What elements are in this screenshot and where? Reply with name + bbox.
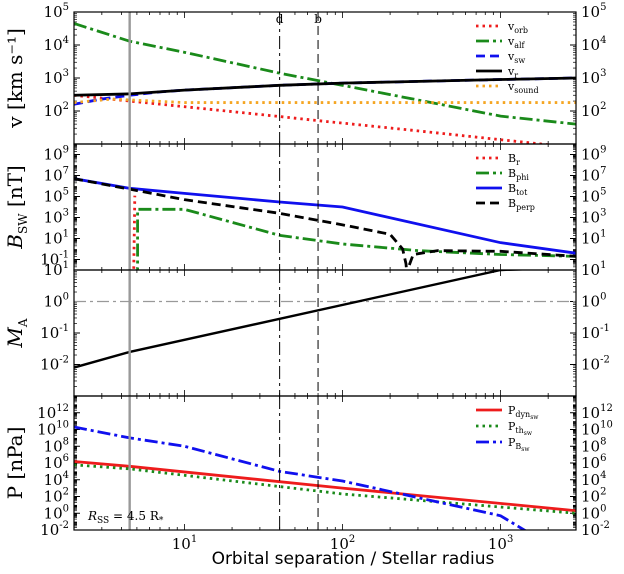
y-tick-label-right: 10-1 bbox=[581, 323, 610, 342]
y-tick-label: 1010 bbox=[37, 420, 69, 439]
series-P-th-sw bbox=[74, 463, 576, 515]
y-tick-label: 103 bbox=[44, 68, 69, 87]
y-tick-label-right: 103 bbox=[581, 208, 606, 227]
y-tick-label-right: 109 bbox=[581, 145, 606, 164]
panel-velocity: 102 103 104 105 102 103 104 105 v [km s⁻¹] vorbva… bbox=[3, 2, 606, 145]
x-axis-label: Orbital separation / Stellar radius bbox=[212, 549, 495, 569]
y-tick-label: 106 bbox=[44, 453, 69, 472]
y-tick-label: 109 bbox=[44, 145, 69, 164]
legend-label: Br bbox=[508, 152, 520, 167]
y-tick-label-right: 104 bbox=[581, 470, 606, 489]
legend-label: PBsw bbox=[508, 436, 530, 453]
series-P-dyn-sw bbox=[74, 460, 576, 513]
y-tick-label: 1012 bbox=[37, 403, 69, 422]
y-tick-label: 107 bbox=[44, 166, 69, 185]
x-tick-label: 103 bbox=[488, 534, 513, 553]
y-tick-label: 101 bbox=[44, 260, 69, 279]
y-axis-label-pressure: P [nPa] bbox=[3, 427, 27, 500]
y-tick-label: 105 bbox=[44, 187, 69, 206]
panel-pressure: 10-21001021041061081010101210-2100102104… bbox=[3, 395, 613, 539]
y-tick-label: 104 bbox=[44, 470, 69, 489]
y-axis-label-velocity: v [km s⁻¹] bbox=[3, 28, 27, 129]
panel-frame bbox=[73, 269, 577, 397]
y-tick-label-right: 100 bbox=[581, 503, 606, 522]
y-tick-label-right: 106 bbox=[581, 453, 606, 472]
y-tick-label: 10-2 bbox=[40, 520, 69, 539]
y-tick-label: 102 bbox=[44, 101, 69, 120]
y-axis-label-mach: MA bbox=[3, 318, 30, 348]
y-tick-label-right: 102 bbox=[581, 487, 606, 506]
y-tick-label: 101 bbox=[44, 229, 69, 248]
legend-label: Bphi bbox=[508, 167, 529, 182]
series-v-sound bbox=[74, 97, 576, 104]
legend-label: vr bbox=[507, 65, 518, 80]
y-tick-label-right: 10-2 bbox=[581, 355, 610, 374]
series-B-phi bbox=[136, 207, 576, 270]
series-B-tot bbox=[74, 177, 576, 255]
y-tick-label: 10-1 bbox=[40, 250, 69, 269]
series-v-alf bbox=[74, 22, 576, 126]
x-tick-label: 101 bbox=[172, 534, 197, 553]
panel-frame bbox=[73, 395, 577, 531]
y-tick-label-right: 102 bbox=[581, 101, 606, 120]
y-tick-label: 102 bbox=[44, 487, 69, 506]
y-tick-label: 10-1 bbox=[40, 323, 69, 342]
legend-label: Bperp bbox=[508, 197, 535, 212]
y-tick-label: 10-2 bbox=[40, 355, 69, 374]
y-tick-label: 100 bbox=[44, 503, 69, 522]
series-M-A bbox=[74, 270, 537, 369]
legend-label: vorb bbox=[507, 20, 528, 35]
y-tick-label: 100 bbox=[44, 292, 69, 311]
legend-label: vsw bbox=[507, 50, 525, 65]
y-tick-label: 108 bbox=[44, 436, 69, 455]
y-tick-label-right: 104 bbox=[581, 35, 606, 54]
legend-label: Btot bbox=[508, 182, 528, 197]
legend-label: Pthsw bbox=[508, 420, 533, 437]
y-tick-label: 104 bbox=[44, 35, 69, 54]
y-tick-label-right: 1012 bbox=[581, 403, 613, 422]
y-axis-label-bfield: BSW [nT] bbox=[3, 165, 30, 249]
series-B-perp bbox=[74, 177, 576, 270]
panel-mach: 10-2 10-1 100 101 10-2 10-1 100 101 MA bbox=[3, 260, 610, 397]
y-tick-label-right: 105 bbox=[581, 2, 606, 21]
y-tick-label-right: 105 bbox=[581, 187, 606, 206]
y-tick-label-right: 10-2 bbox=[581, 520, 610, 539]
source-surface-annotation: RSS = 4.5 R* bbox=[87, 509, 164, 526]
x-tick-label: 102 bbox=[330, 534, 355, 553]
planet-label-b: b bbox=[314, 12, 322, 26]
legend-label: vsound bbox=[507, 80, 539, 95]
planet-label-d: d bbox=[276, 12, 284, 26]
y-tick-label: 105 bbox=[44, 2, 69, 21]
panel-frame bbox=[73, 11, 577, 145]
panel-bfield: 10-1 101 103 105 107 109 101 103 105 107 109 BSW [n… bbox=[3, 143, 606, 271]
legend-label: Pdynsw bbox=[508, 404, 539, 421]
y-tick-label-right: 103 bbox=[581, 68, 606, 87]
y-tick-label-right: 108 bbox=[581, 436, 606, 455]
y-tick-label-right: 101 bbox=[581, 260, 606, 279]
y-tick-label-right: 100 bbox=[581, 292, 606, 311]
series-B-r bbox=[132, 195, 137, 270]
legend-label: valf bbox=[507, 35, 526, 50]
series-v-orb bbox=[74, 93, 555, 144]
y-tick-label: 103 bbox=[44, 208, 69, 227]
y-tick-label-right: 1010 bbox=[581, 420, 613, 439]
y-tick-label-right: 107 bbox=[581, 166, 606, 185]
y-tick-label-right: 101 bbox=[581, 229, 606, 248]
